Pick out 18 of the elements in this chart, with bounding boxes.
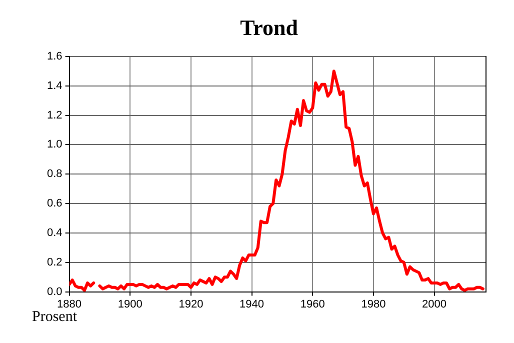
y-tick-label: 1.0 — [46, 138, 62, 151]
x-tick-label: 2000 — [422, 298, 447, 310]
y-tick-label: 0.6 — [46, 198, 62, 210]
y-tick-label: 0.8 — [46, 168, 62, 180]
y-tick-label: 1.6 — [46, 50, 62, 62]
x-tick-label: 1880 — [57, 298, 82, 310]
x-tick-label: 1980 — [361, 298, 386, 310]
y-axis-title: Prosent — [32, 309, 77, 326]
y-tick-label: 0.2 — [46, 256, 62, 268]
x-tick-label: 1900 — [118, 298, 142, 310]
y-tick-label: 0.4 — [46, 226, 62, 239]
x-tick-label: 1940 — [240, 298, 264, 310]
chart-title: Trond — [240, 14, 298, 40]
y-tick-label: 1.4 — [46, 80, 62, 92]
y-tick-label: 1.2 — [46, 109, 62, 122]
x-tick-label: 1920 — [178, 298, 204, 310]
y-tick-label: 0.0 — [46, 286, 62, 298]
x-tick-label: 1960 — [300, 298, 325, 310]
